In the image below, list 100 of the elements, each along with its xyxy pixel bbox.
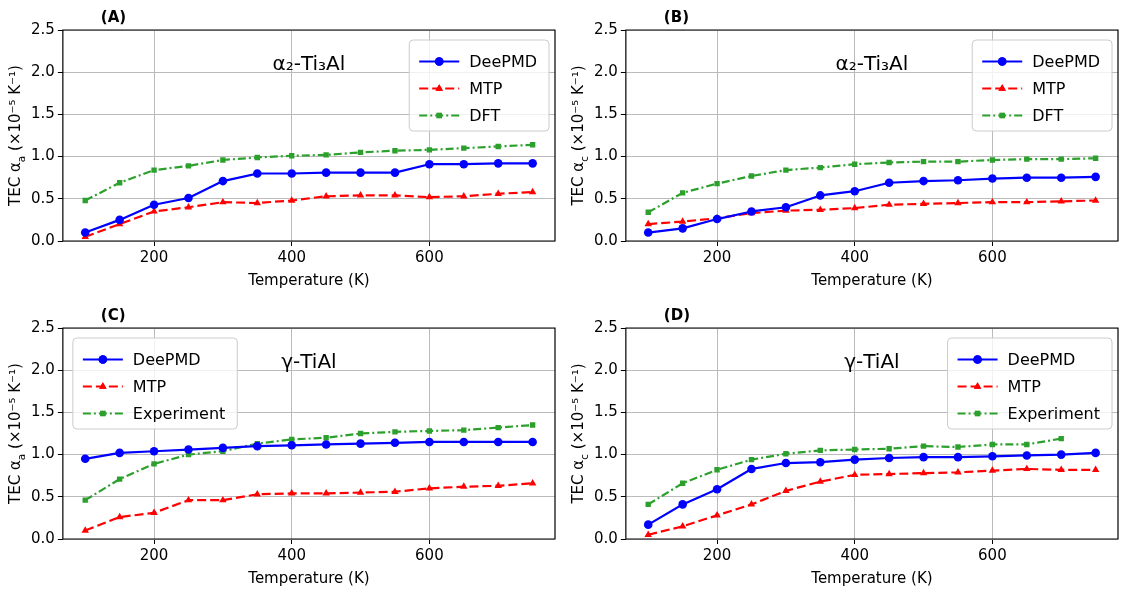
point bbox=[287, 441, 297, 450]
point bbox=[323, 435, 329, 441]
point bbox=[783, 167, 789, 173]
point bbox=[679, 190, 686, 196]
point bbox=[851, 470, 859, 478]
point bbox=[218, 443, 228, 453]
point bbox=[184, 495, 193, 503]
x-axis-title: Temperature (K) bbox=[247, 568, 370, 587]
point bbox=[356, 439, 365, 448]
point bbox=[115, 448, 124, 458]
point bbox=[253, 441, 262, 451]
point bbox=[220, 157, 226, 163]
x-tick-label: 400 bbox=[277, 545, 307, 564]
legend-label: DFT bbox=[469, 105, 501, 125]
point bbox=[184, 202, 193, 210]
point bbox=[643, 228, 653, 237]
point bbox=[390, 438, 400, 448]
point bbox=[782, 486, 790, 494]
point bbox=[712, 484, 722, 494]
point bbox=[884, 178, 894, 188]
point bbox=[678, 217, 687, 224]
point bbox=[713, 511, 721, 518]
point bbox=[459, 437, 469, 447]
point bbox=[885, 469, 893, 477]
point bbox=[919, 468, 928, 476]
chart-title: (A) bbox=[100, 8, 127, 26]
point bbox=[494, 481, 502, 488]
point bbox=[391, 191, 399, 198]
x-tick-label: 200 bbox=[702, 545, 732, 564]
legend-label: DeePMD bbox=[132, 349, 201, 369]
point bbox=[919, 452, 928, 462]
point bbox=[185, 163, 192, 169]
point bbox=[1023, 464, 1031, 472]
annotation: α₂-Ti₃Al bbox=[272, 51, 346, 75]
y-tick-label: 0.5 bbox=[594, 486, 618, 505]
point bbox=[816, 477, 825, 484]
legend-label: DeePMD bbox=[469, 51, 537, 71]
point bbox=[783, 451, 789, 457]
y-axis-title: TEC αa (×10⁻⁵ K⁻¹) bbox=[6, 363, 27, 505]
point bbox=[288, 196, 296, 203]
y-tick-label: 2.0 bbox=[594, 360, 618, 379]
point bbox=[493, 159, 503, 168]
point bbox=[954, 198, 962, 206]
legend-label: Experiment bbox=[1007, 403, 1101, 423]
point bbox=[356, 168, 365, 177]
annotation: α₂-Ti₃Al bbox=[835, 51, 909, 75]
x-tick-label: 200 bbox=[139, 247, 169, 266]
point bbox=[151, 461, 157, 467]
x-tick-label: 600 bbox=[978, 545, 1007, 564]
point bbox=[850, 455, 860, 464]
point bbox=[781, 202, 791, 212]
point bbox=[218, 176, 228, 186]
x-tick-label: 600 bbox=[415, 247, 444, 266]
point bbox=[356, 191, 365, 198]
point bbox=[1022, 451, 1032, 460]
point bbox=[150, 207, 158, 214]
y-axis-title: TEC αa (×10⁻⁵ K⁻¹) bbox=[6, 65, 27, 207]
point bbox=[322, 489, 330, 496]
chart-title: (B) bbox=[663, 8, 690, 26]
point bbox=[150, 508, 158, 515]
annotation: γ-TiAl bbox=[281, 349, 337, 373]
y-tick-label: 2.5 bbox=[31, 317, 55, 336]
legend-label: MTP bbox=[469, 78, 503, 98]
point bbox=[678, 224, 687, 233]
point bbox=[988, 466, 997, 473]
legend-label: DeePMD bbox=[1007, 349, 1076, 369]
point bbox=[460, 482, 468, 489]
y-tick-label: 2.0 bbox=[594, 62, 618, 81]
point bbox=[149, 446, 159, 456]
x-tick-label: 400 bbox=[840, 247, 870, 266]
point bbox=[459, 159, 469, 169]
y-tick-label: 0.5 bbox=[31, 188, 55, 207]
point bbox=[884, 453, 894, 463]
point bbox=[425, 159, 434, 169]
y-tick-label: 1.5 bbox=[594, 104, 618, 123]
point bbox=[529, 422, 536, 428]
y-tick-label: 0.5 bbox=[594, 188, 618, 207]
point bbox=[955, 158, 961, 165]
point bbox=[253, 198, 262, 206]
point bbox=[1022, 173, 1032, 182]
point bbox=[885, 200, 893, 207]
point bbox=[115, 512, 124, 520]
point bbox=[184, 445, 193, 454]
x-axis-title: Temperature (K) bbox=[247, 270, 370, 289]
y-tick-label: 2.5 bbox=[594, 317, 618, 336]
point bbox=[678, 500, 687, 509]
x-axis-title: Temperature (K) bbox=[810, 270, 933, 289]
point bbox=[1056, 450, 1066, 459]
point bbox=[82, 497, 88, 503]
point bbox=[390, 168, 400, 177]
y-tick-label: 2.0 bbox=[31, 62, 55, 81]
point bbox=[886, 159, 892, 166]
y-tick-label: 1.0 bbox=[31, 146, 55, 165]
point bbox=[1024, 156, 1030, 162]
legend-label: MTP bbox=[1007, 376, 1042, 396]
point bbox=[288, 489, 296, 496]
point bbox=[747, 500, 756, 507]
point bbox=[116, 476, 123, 482]
y-tick-label: 1.5 bbox=[31, 402, 55, 421]
point bbox=[321, 168, 331, 177]
